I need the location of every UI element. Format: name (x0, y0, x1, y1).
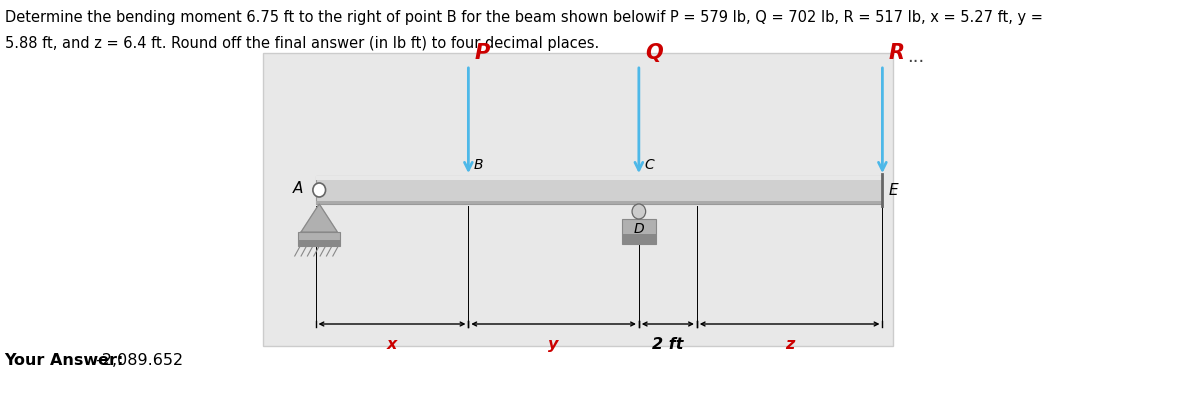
Text: 5.88 ft, and z = 6.4 ft. Round off the final answer (in lb ft) to four decimal p: 5.88 ft, and z = 6.4 ft. Round off the f… (5, 36, 599, 51)
Bar (622, 219, 656, 244)
Circle shape (632, 204, 646, 219)
Text: P: P (475, 43, 490, 63)
Text: y: y (548, 337, 559, 352)
Text: 2 ft: 2 ft (652, 337, 684, 352)
Bar (316, 176, 882, 179)
Text: R: R (889, 43, 905, 63)
Text: -2,089.652: -2,089.652 (91, 353, 182, 368)
Text: Your Answer:: Your Answer: (5, 353, 124, 368)
Text: C: C (644, 158, 654, 172)
Bar (299, 240, 340, 246)
Text: E: E (889, 183, 899, 197)
Text: D: D (634, 222, 644, 236)
Bar (299, 232, 340, 246)
Text: z: z (785, 337, 794, 352)
Bar (622, 234, 656, 244)
Text: B: B (474, 158, 484, 172)
Bar (263, 53, 893, 346)
Text: Q: Q (646, 43, 662, 63)
Circle shape (313, 183, 325, 197)
Bar (316, 176, 882, 204)
Text: Determine the bending moment 6.75 ft to the right of point B for the beam shown : Determine the bending moment 6.75 ft to … (5, 10, 1043, 25)
Text: x: x (386, 337, 397, 352)
Polygon shape (301, 204, 337, 232)
Text: A: A (293, 181, 302, 195)
Bar (316, 201, 882, 204)
Text: ...: ... (907, 48, 924, 66)
